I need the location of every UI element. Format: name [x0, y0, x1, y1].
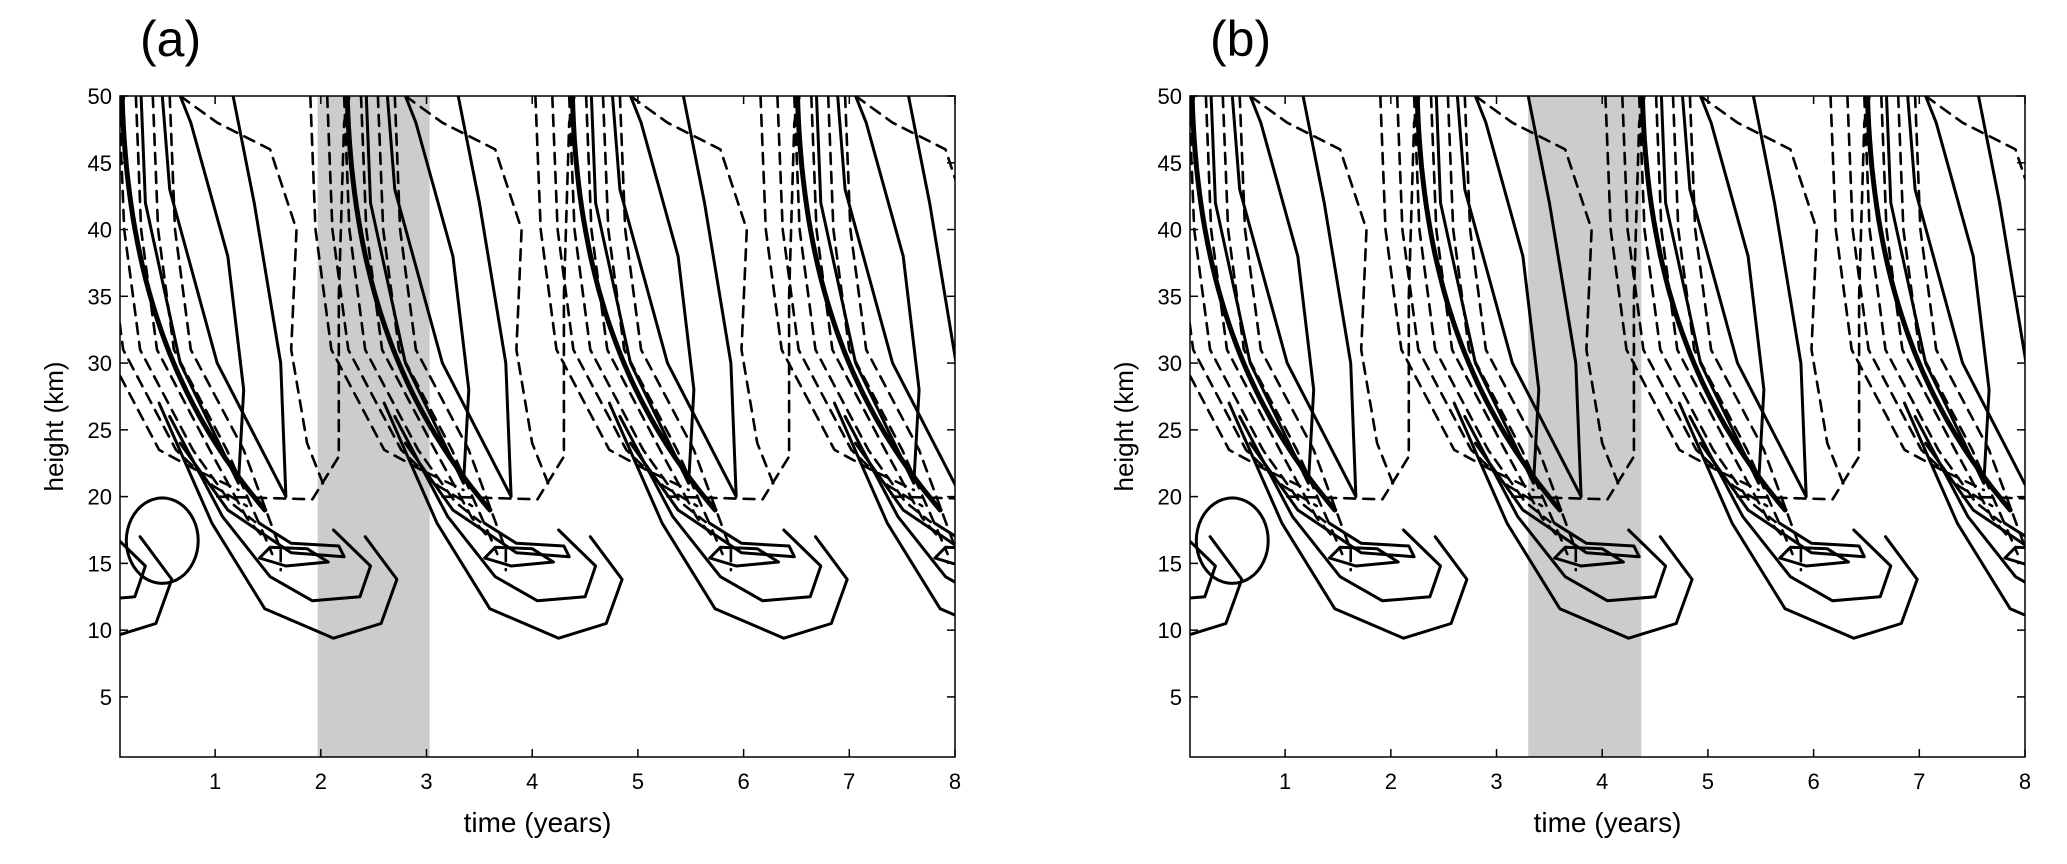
solid-contour-4: [609, 403, 847, 638]
x-tick-label: 1: [1279, 769, 1291, 794]
y-tick-label: 40: [1158, 218, 1182, 243]
dashed-contour-inner: [856, 96, 999, 483]
x-tick-label: 7: [1913, 769, 1925, 794]
solid-contour-3: [620, 417, 821, 601]
plot-frame: [120, 96, 955, 757]
y-axis-label: height (km): [1109, 361, 1139, 491]
y-tick-label: 35: [1158, 284, 1182, 309]
y-tick-label: 25: [1158, 418, 1182, 443]
zero-contour: [1023, 96, 1030, 510]
panel-label: (b): [1210, 10, 1271, 68]
shaded-interval: [318, 96, 430, 757]
dashed-contour-inner: [1250, 96, 1393, 483]
x-axis-label: time (years): [464, 807, 612, 838]
dashed-contour: [0, 96, 13, 490]
dashed-contour: [1070, 96, 1109, 538]
x-tick-label: 4: [526, 769, 538, 794]
solid-contour-3: [1070, 417, 1215, 601]
solid-contour-innermost: [2005, 547, 2067, 566]
dashed-contour: [0, 96, 56, 570]
x-tick-label: 4: [1596, 769, 1608, 794]
dashed-contour: [1020, 96, 1031, 522]
x-tick-label: 5: [632, 769, 644, 794]
y-tick-label: 50: [88, 84, 112, 109]
solid-contour-4: [1679, 403, 1917, 638]
y-axis-label: height (km): [39, 361, 69, 491]
zero-contour: [1070, 96, 1110, 510]
dashed-contour-inner: [1701, 96, 1844, 483]
y-tick-label: 45: [88, 151, 112, 176]
panel-label: (a): [140, 10, 201, 68]
y-tick-label: 20: [1158, 485, 1182, 510]
dashed-contour: [0, 96, 39, 538]
y-tick-label: 25: [88, 418, 112, 443]
dashed-contour: [2056, 96, 2067, 490]
x-tick-label: 6: [737, 769, 749, 794]
y-tick-label: 5: [1170, 685, 1182, 710]
dashed-contour-inner: [1926, 96, 2067, 483]
dashed-contour: [1003, 96, 1030, 506]
dashed-contour-inner: [631, 96, 774, 483]
solid-contour-isolated: [126, 498, 198, 584]
zero-contour: [0, 96, 40, 510]
solid-contour-3: [1915, 417, 2067, 601]
x-tick-label: 7: [843, 769, 855, 794]
x-tick-label: 5: [1702, 769, 1714, 794]
solid-contour-4: [0, 403, 172, 638]
dashed-contour: [986, 96, 1030, 490]
y-tick-label: 30: [88, 351, 112, 376]
x-tick-label: 6: [1807, 769, 1819, 794]
solid-contour-1: [0, 96, 19, 483]
x-tick-label: 1: [209, 769, 221, 794]
solid-contour-1: [1211, 96, 1314, 483]
dashed-contour: [1070, 96, 1126, 570]
solid-contour-1: [141, 96, 244, 483]
y-tick-label: 35: [88, 284, 112, 309]
x-tick-label: 3: [420, 769, 432, 794]
solid-contour-1: [1070, 96, 1089, 483]
solid-contour-3: [0, 417, 145, 601]
y-tick-label: 40: [88, 218, 112, 243]
contour-lines: [0, 96, 1030, 638]
dashed-contour: [0, 96, 22, 506]
y-tick-label: 45: [1158, 151, 1182, 176]
y-tick-label: 30: [1158, 351, 1182, 376]
solid-contour-1: [591, 96, 694, 483]
solid-contour-1: [1436, 96, 1539, 483]
y-tick-label: 20: [88, 485, 112, 510]
solid-contour-1: [1887, 96, 1990, 483]
x-tick-label: 8: [2019, 769, 2031, 794]
solid-contour-isolated: [1196, 498, 1268, 584]
y-tick-label: 10: [88, 618, 112, 643]
solid-contour-1: [1661, 96, 1764, 483]
x-tick-label: 3: [1490, 769, 1502, 794]
x-axis-label: time (years): [1534, 807, 1682, 838]
x-tick-label: 2: [315, 769, 327, 794]
dashed-contour: [1070, 96, 1092, 506]
y-tick-label: 15: [88, 551, 112, 576]
dashed-contour-inner: [180, 96, 323, 483]
solid-contour-3: [1690, 417, 1891, 601]
y-tick-label: 50: [1158, 84, 1182, 109]
x-tick-label: 2: [1385, 769, 1397, 794]
y-tick-label: 10: [1158, 618, 1182, 643]
dashed-contour: [1070, 96, 1083, 490]
solid-contour-4: [1070, 403, 1242, 638]
solid-contour-1: [817, 96, 920, 483]
dashed-contour-outer: [893, 96, 1025, 499]
y-tick-label: 5: [100, 685, 112, 710]
x-tick-label: 8: [949, 769, 961, 794]
y-tick-label: 15: [1158, 551, 1182, 576]
solid-contour-3: [1240, 417, 1441, 601]
dashed-contour: [1070, 96, 1100, 522]
dashed-contour: [0, 96, 30, 522]
